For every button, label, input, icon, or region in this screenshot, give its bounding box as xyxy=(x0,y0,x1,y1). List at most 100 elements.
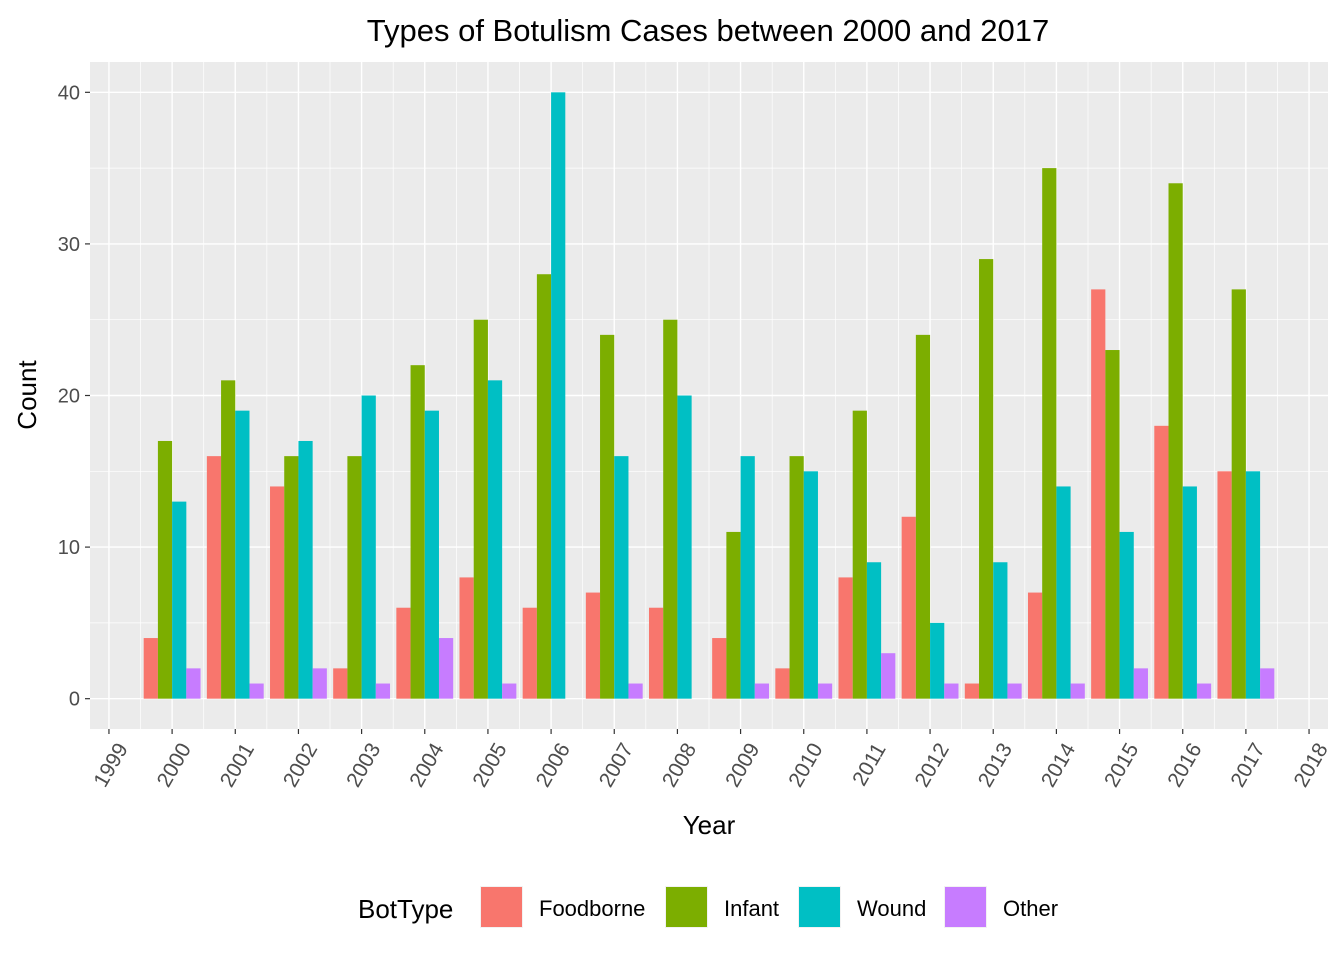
x-tick-label: 2004 xyxy=(405,739,448,791)
bar-wound-2015 xyxy=(1119,531,1134,699)
bar-foodborne-2005 xyxy=(459,577,474,699)
bar-other-2011 xyxy=(881,653,896,699)
legend-label-wound: Wound xyxy=(857,896,926,921)
bar-infant-2012 xyxy=(915,334,931,699)
x-tick-label: 2017 xyxy=(1226,739,1269,791)
y-tick-label: 30 xyxy=(58,234,80,256)
bar-other-2001 xyxy=(249,683,264,699)
legend-label-other: Other xyxy=(1003,896,1058,921)
bar-wound-2010 xyxy=(803,471,818,699)
bars xyxy=(143,92,1275,699)
legend-swatch-other xyxy=(945,887,986,927)
bar-infant-2001 xyxy=(221,380,236,699)
bar-infant-2005 xyxy=(473,319,488,699)
x-axis: 1999 2000 2001 2002 2003 2004 2005 2006 2007 2008… xyxy=(89,729,1333,791)
bar-infant-2016 xyxy=(1168,183,1183,699)
bar-foodborne-2004 xyxy=(396,607,411,699)
legend-swatch-foodborne xyxy=(481,887,522,927)
legend-title: BotType xyxy=(358,894,453,924)
x-tick-label: 2005 xyxy=(468,739,511,791)
bar-other-2002 xyxy=(312,668,327,699)
x-tick-label: 2001 xyxy=(216,739,259,791)
bar-wound-2005 xyxy=(487,380,503,699)
legend-label-foodborne: Foodborne xyxy=(539,896,645,921)
bar-wound-2007 xyxy=(614,456,629,699)
bar-other-2004 xyxy=(438,638,454,699)
bar-foodborne-2015 xyxy=(1091,289,1106,699)
bar-foodborne-2000 xyxy=(143,638,158,699)
bar-foodborne-2003 xyxy=(333,668,348,699)
bar-other-2014 xyxy=(1070,683,1085,699)
legend-swatch-wound xyxy=(799,887,840,927)
bar-wound-2004 xyxy=(424,410,439,699)
y-tick-label: 40 xyxy=(58,82,80,104)
bar-infant-2014 xyxy=(1042,168,1057,699)
y-tick-label: 10 xyxy=(58,537,80,559)
bar-infant-2015 xyxy=(1105,350,1120,699)
bar-wound-2014 xyxy=(1056,486,1071,699)
bar-wound-2011 xyxy=(866,562,882,699)
bar-foodborne-2009 xyxy=(712,638,727,699)
x-axis-title: Year xyxy=(683,810,736,840)
x-tick-label: 2003 xyxy=(342,739,385,791)
x-tick-label: 2012 xyxy=(911,739,954,791)
x-tick-label: 2002 xyxy=(279,739,322,791)
x-tick-label: 2009 xyxy=(721,739,764,791)
bar-foodborne-2010 xyxy=(775,668,790,699)
bar-infant-2010 xyxy=(789,456,804,699)
bar-foodborne-2008 xyxy=(648,607,664,699)
bar-infant-2011 xyxy=(852,410,867,699)
bar-foodborne-2002 xyxy=(270,486,285,699)
bar-foodborne-2012 xyxy=(901,516,916,699)
x-tick-label: 2018 xyxy=(1290,739,1333,791)
bar-foodborne-2007 xyxy=(585,592,601,699)
x-tick-label: 2015 xyxy=(1100,739,1143,791)
bar-infant-2013 xyxy=(979,259,994,699)
bar-other-2015 xyxy=(1133,668,1148,699)
bar-wound-2008 xyxy=(677,395,692,699)
bar-infant-2009 xyxy=(726,531,741,699)
bar-wound-2003 xyxy=(361,395,376,699)
y-tick-label: 20 xyxy=(58,386,80,408)
bar-other-2013 xyxy=(1007,683,1022,699)
bar-wound-2012 xyxy=(930,622,945,699)
x-tick-label: 2016 xyxy=(1163,739,1206,791)
x-tick-label: 2006 xyxy=(532,739,575,791)
x-tick-label: 2014 xyxy=(1037,739,1080,791)
bar-foodborne-2011 xyxy=(838,577,853,699)
bar-other-2000 xyxy=(186,668,201,699)
x-tick-label: 2008 xyxy=(658,739,701,791)
x-tick-label: 2010 xyxy=(784,739,827,791)
bar-wound-2000 xyxy=(172,501,187,699)
bar-foodborne-2001 xyxy=(206,456,222,699)
bar-foodborne-2016 xyxy=(1154,425,1169,699)
bar-other-2003 xyxy=(375,683,391,699)
legend-label-infant: Infant xyxy=(724,896,779,921)
bar-wound-2009 xyxy=(740,456,755,699)
x-tick-label: 2011 xyxy=(848,739,891,790)
x-tick-label: 2007 xyxy=(595,739,638,791)
x-tick-label: 2000 xyxy=(153,739,196,791)
bar-other-2007 xyxy=(628,683,643,699)
bar-infant-2004 xyxy=(410,365,425,699)
bar-infant-2002 xyxy=(284,456,299,699)
bar-infant-2003 xyxy=(347,456,362,699)
bar-foodborne-2006 xyxy=(522,607,537,699)
bar-other-2010 xyxy=(817,683,833,699)
bar-wound-2002 xyxy=(298,440,313,699)
y-axis: 0 10 20 30 40 xyxy=(58,82,90,711)
bar-infant-2017 xyxy=(1231,289,1246,699)
bar-foodborne-2014 xyxy=(1027,592,1043,699)
bar-infant-2007 xyxy=(600,334,615,699)
bar-infant-2008 xyxy=(663,319,678,699)
bar-wound-2016 xyxy=(1182,486,1197,699)
x-tick-label: 2013 xyxy=(974,739,1017,791)
bar-wound-2017 xyxy=(1245,471,1261,699)
bar-wound-2013 xyxy=(993,562,1008,699)
y-axis-title: Count xyxy=(12,360,42,430)
bar-foodborne-2017 xyxy=(1217,471,1232,699)
bar-wound-2001 xyxy=(235,410,250,699)
bar-infant-2006 xyxy=(536,274,552,699)
chart-title: Types of Botulism Cases between 2000 and… xyxy=(367,13,1049,48)
